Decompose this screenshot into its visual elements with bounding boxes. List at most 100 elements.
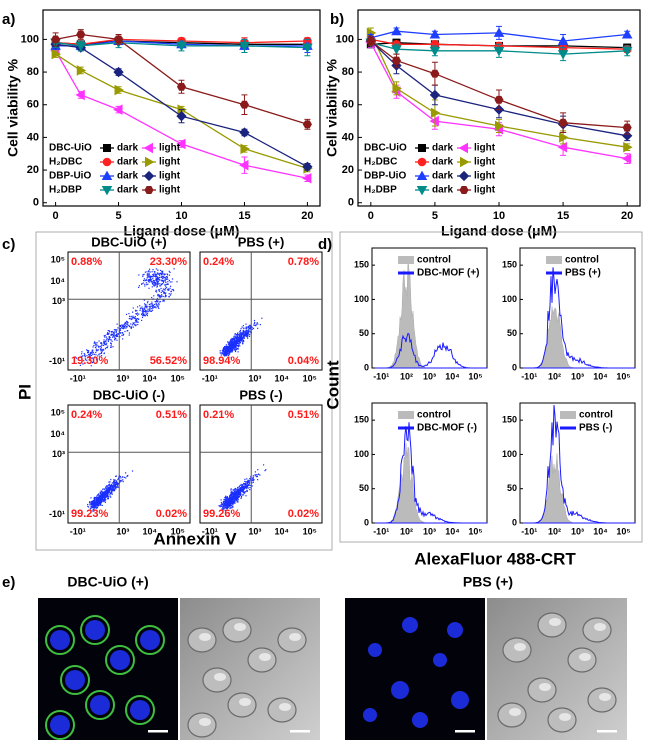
event-dot [234, 492, 236, 494]
marker [113, 66, 124, 78]
event-dot [105, 339, 108, 341]
event-dot [112, 487, 114, 489]
event-dot [227, 345, 229, 348]
event-dot [99, 348, 101, 350]
event-dot [253, 324, 255, 326]
event-dot [99, 502, 101, 505]
event-dot [225, 507, 227, 509]
event-dot [220, 352, 222, 354]
event-dot [236, 339, 238, 342]
event-dot [168, 279, 170, 282]
event-dot [95, 342, 97, 344]
panel-border [35, 231, 333, 551]
event-dot [156, 279, 158, 281]
event-dot [230, 341, 232, 343]
event-dot [242, 335, 245, 337]
event-dot [104, 493, 106, 496]
event-dot [124, 325, 126, 327]
event-dot [157, 306, 159, 308]
event-dot [93, 500, 95, 502]
event-dot [164, 292, 166, 294]
event-dot [228, 352, 230, 354]
marker [101, 185, 113, 196]
event-dot [146, 307, 148, 309]
event-dot [107, 339, 109, 341]
event-dot [157, 281, 159, 283]
legend-label: dark [117, 171, 139, 182]
event-dot [257, 323, 259, 325]
event-dot [92, 509, 94, 511]
event-dot [110, 496, 112, 498]
event-dot [109, 487, 111, 489]
event-dot [240, 497, 242, 499]
event-dot [157, 276, 159, 278]
event-dot [165, 276, 168, 278]
event-dot [144, 304, 147, 306]
event-dot [225, 355, 227, 357]
event-dot [246, 480, 248, 483]
event-dot [237, 336, 239, 338]
event-dot [157, 269, 159, 271]
event-dot [100, 490, 102, 492]
event-dot [246, 481, 249, 484]
event-dot [98, 498, 100, 500]
event-dot [233, 338, 236, 340]
event-dot [138, 313, 140, 315]
event-dot [222, 349, 224, 351]
event-dot [137, 314, 139, 316]
event-dot [146, 310, 148, 312]
event-dot [109, 481, 111, 483]
event-dot [226, 500, 228, 502]
event-dot [224, 496, 226, 499]
event-dot [91, 349, 93, 351]
event-dot [110, 478, 112, 481]
event-dot [225, 502, 227, 504]
event-dot [240, 336, 242, 338]
event-dot [171, 278, 174, 280]
event-dot [241, 334, 243, 336]
event-dot [237, 496, 239, 498]
y-tick-label: 80 [27, 66, 39, 78]
event-dot [255, 324, 257, 327]
event-dot [223, 351, 225, 353]
event-dot [95, 346, 97, 348]
event-dot [92, 346, 94, 348]
event-dot [227, 341, 229, 343]
event-dot [255, 323, 257, 325]
event-dot [233, 502, 235, 504]
event-dot [113, 334, 115, 336]
event-dot [146, 312, 149, 314]
event-dot [230, 492, 232, 494]
event-dot [144, 308, 146, 310]
series-line [55, 43, 308, 168]
event-dot [230, 504, 233, 507]
event-dot [249, 478, 252, 480]
event-dot [249, 486, 251, 489]
event-dot [109, 485, 112, 487]
event-dot [243, 331, 245, 333]
event-dot [99, 492, 101, 494]
event-dot [109, 493, 111, 496]
event-dot [155, 301, 157, 303]
event-dot [109, 488, 112, 490]
legend-label: dark [117, 143, 139, 154]
event-dot [105, 487, 107, 489]
event-dot [229, 345, 231, 347]
event-dot [173, 268, 175, 270]
event-dot [136, 319, 138, 321]
x-tick-label: 10³ [423, 371, 436, 381]
event-dot [98, 340, 100, 342]
event-dot [157, 300, 159, 302]
event-dot [134, 319, 137, 321]
hist-frame [519, 402, 636, 524]
event-dot [155, 277, 157, 280]
marker [494, 95, 504, 104]
event-dot [257, 327, 259, 329]
marker [75, 41, 87, 52]
x-tick-label: 0 [53, 210, 59, 222]
event-dot [95, 502, 97, 504]
event-dot [228, 504, 230, 506]
event-dot [158, 277, 160, 279]
event-dot [101, 344, 103, 346]
event-dot [92, 502, 95, 505]
